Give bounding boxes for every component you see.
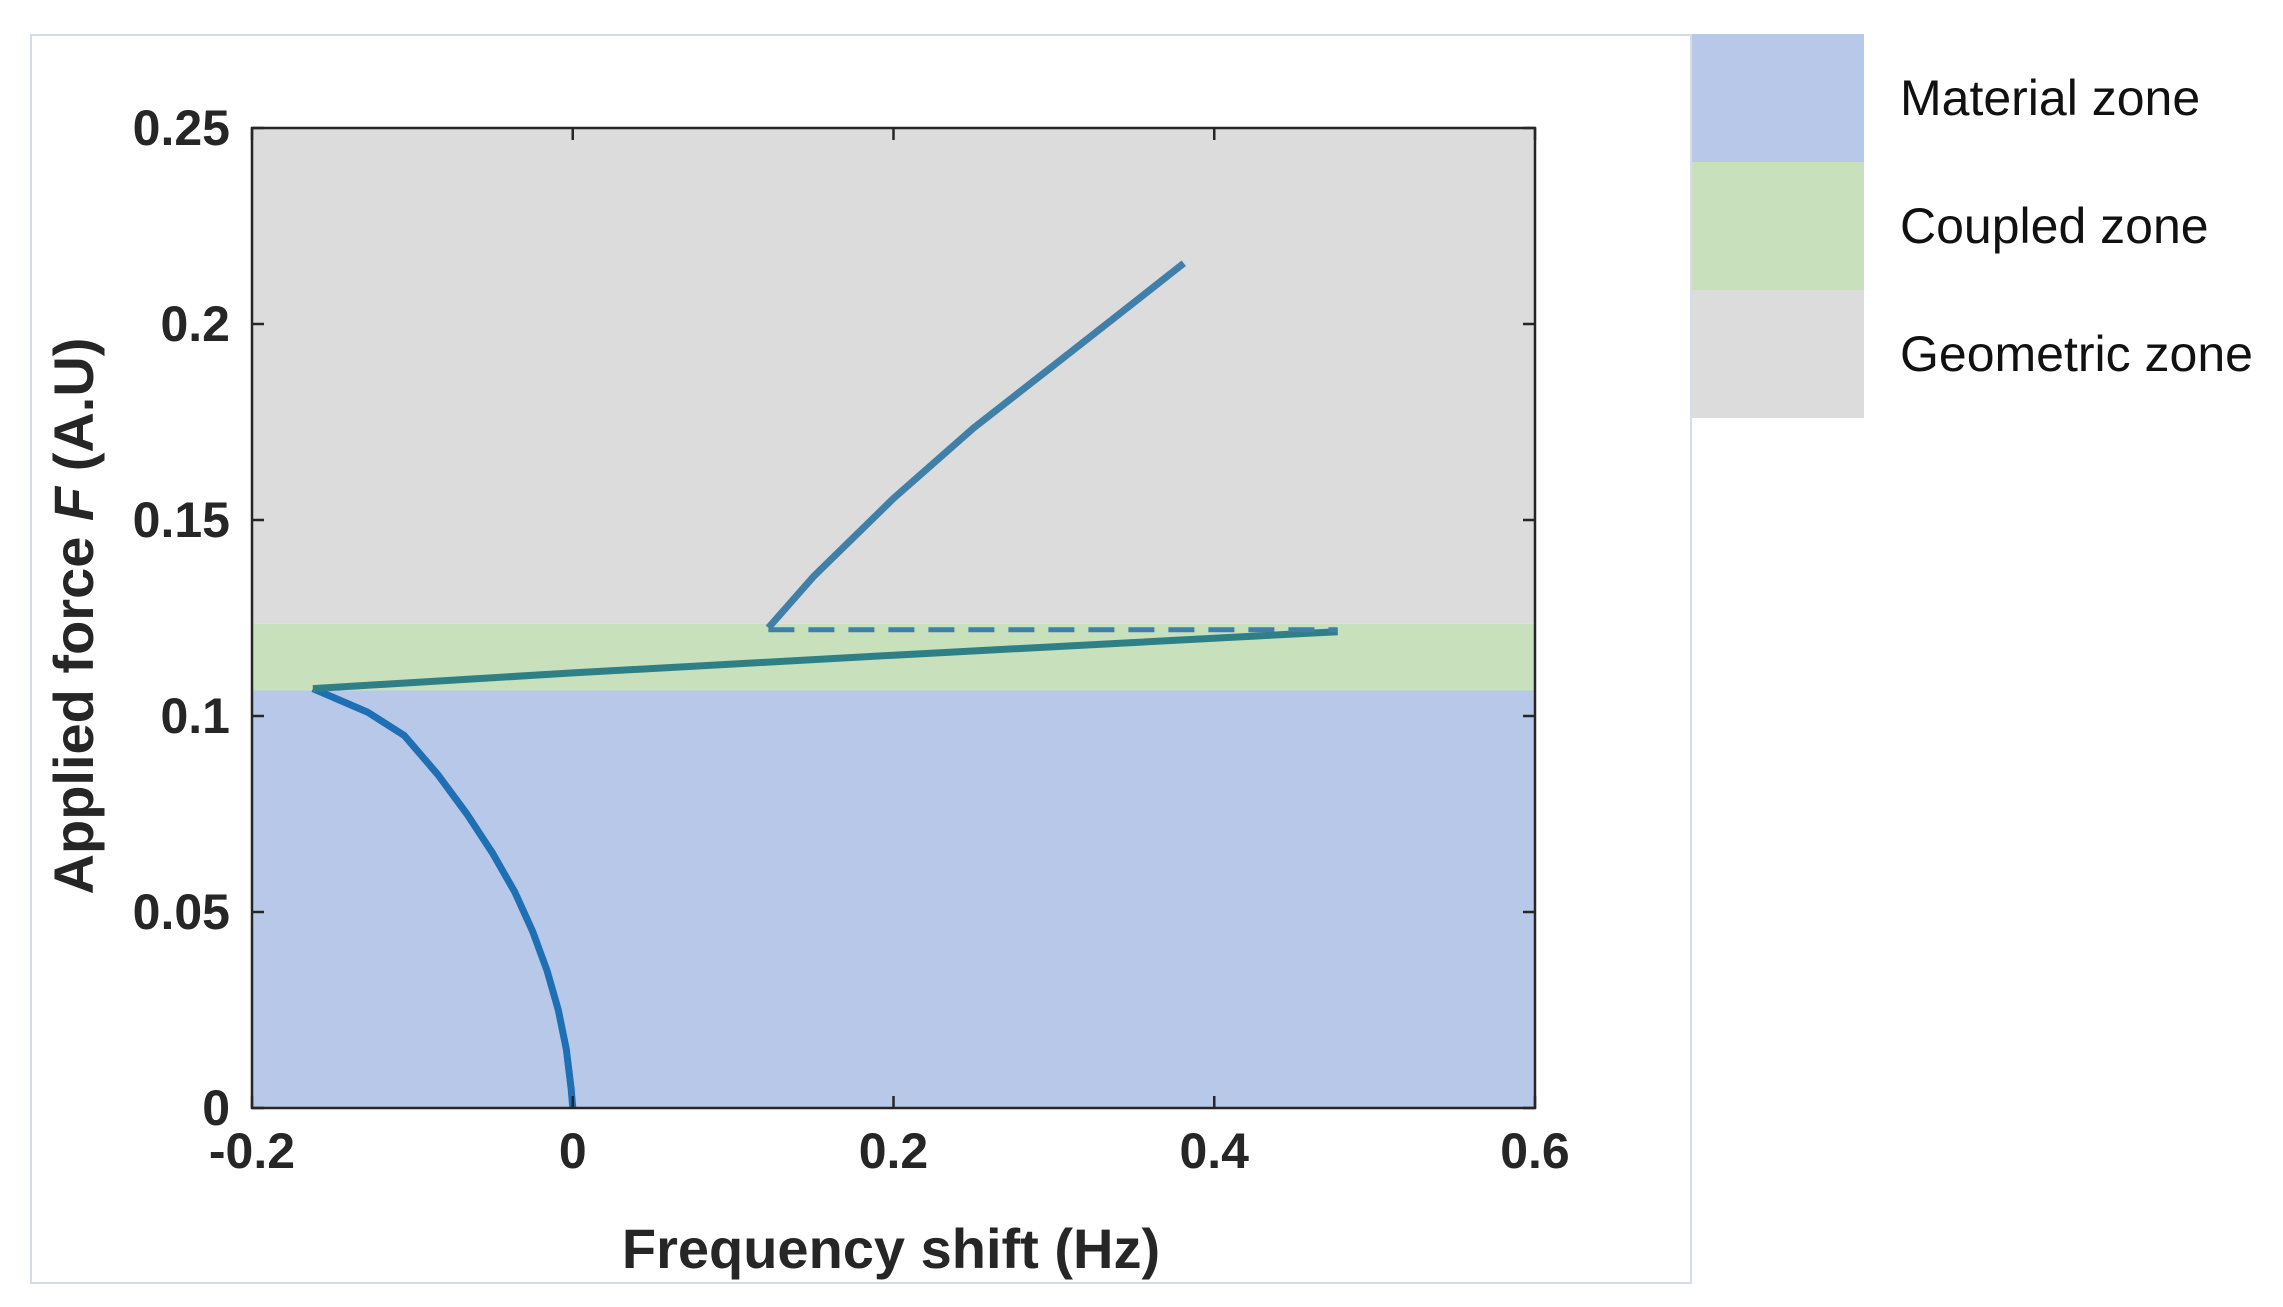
legend-swatch [1692, 162, 1864, 290]
series-line-2 [312, 628, 1338, 693]
series-lines [311, 260, 1338, 1109]
y-tick-label: 0.2 [160, 296, 230, 352]
legend-item-geometric-zone: Geometric zone [1692, 290, 2283, 418]
legend-label: Material zone [1900, 70, 2201, 126]
zone-bands [252, 128, 1535, 1108]
y-axis-title-suffix: (A.U) [42, 338, 105, 487]
y-tick-label: 0 [202, 1080, 230, 1136]
series-line-1 [311, 685, 577, 1109]
x-tick-label: 0.2 [859, 1123, 929, 1179]
x-axis-title: Frequency shift (Hz) [622, 1217, 1160, 1280]
x-tick-label: -0.2 [209, 1123, 295, 1179]
y-tick-label: 0.15 [133, 492, 230, 548]
y-tick-label: 0.05 [133, 884, 230, 940]
legend-item-coupled-zone: Coupled zone [1692, 162, 2283, 290]
legend-swatch [1692, 34, 1864, 162]
x-tick-label: 0.6 [1500, 1123, 1570, 1179]
legend-label: Coupled zone [1900, 198, 2209, 254]
x-tick-label: 0.4 [1179, 1123, 1249, 1179]
zone-band-material-zone [252, 690, 1535, 1108]
legend-swatch [1692, 290, 1864, 418]
y-axis-title-prefix: Applied force [42, 521, 105, 894]
ticks: -0.2 0 0.2 0.4 0.600.050.10.150.20.25 [133, 100, 1570, 1179]
series-line-3 [765, 260, 1186, 631]
zone-band-geometric-zone [252, 128, 1535, 624]
legend: Material zone Coupled zone Geometric zone [1692, 34, 2283, 418]
legend-label: Geometric zone [1900, 326, 2253, 382]
y-axis-title-variable: F [42, 485, 105, 521]
x-tick-label: 0 [559, 1123, 587, 1179]
y-axis-title: Applied force F (A.U) [42, 338, 105, 895]
legend-item-material-zone: Material zone [1692, 34, 2283, 162]
y-tick-label: 0.25 [133, 100, 230, 156]
y-tick-label: 0.1 [160, 688, 230, 744]
